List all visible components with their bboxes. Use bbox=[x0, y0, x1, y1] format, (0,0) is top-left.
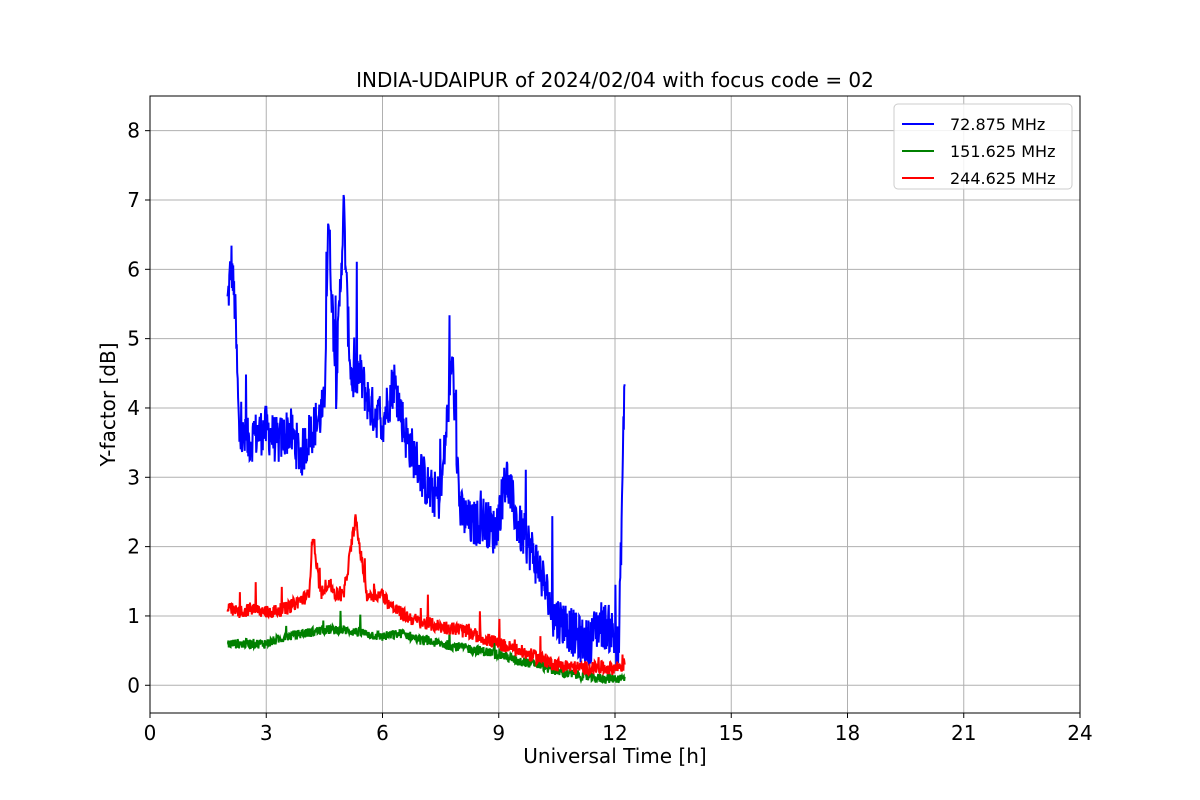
x-tick-label: 3 bbox=[260, 721, 273, 745]
x-tick-label: 12 bbox=[602, 721, 627, 745]
x-tick-label: 6 bbox=[376, 721, 389, 745]
chart-title: INDIA-UDAIPUR of 2024/02/04 with focus c… bbox=[356, 68, 874, 92]
series-layer bbox=[226, 194, 626, 685]
x-tick-label: 15 bbox=[719, 721, 744, 745]
series-line bbox=[226, 514, 626, 677]
x-axis-label: Universal Time [h] bbox=[523, 744, 706, 768]
series-line bbox=[226, 610, 626, 685]
y-tick-label: 8 bbox=[127, 119, 140, 143]
y-tick-label: 2 bbox=[127, 535, 140, 559]
x-tick-label: 0 bbox=[144, 721, 157, 745]
x-tick-label: 24 bbox=[1067, 721, 1092, 745]
series-line bbox=[226, 194, 626, 668]
y-axis-label: Y-factor [dB] bbox=[96, 342, 120, 467]
y-tick-label: 3 bbox=[127, 465, 140, 489]
legend-label: 244.625 MHz bbox=[950, 169, 1055, 188]
legend: 72.875 MHz 151.625 MHz 244.625 MHz bbox=[893, 103, 1073, 190]
y-tick-label: 6 bbox=[127, 257, 140, 281]
legend-label: 72.875 MHz bbox=[950, 115, 1045, 134]
x-tick-label: 21 bbox=[951, 721, 976, 745]
y-tick-label: 1 bbox=[127, 604, 140, 628]
legend-box bbox=[893, 103, 1073, 190]
y-tick-label: 7 bbox=[127, 188, 140, 212]
x-tick-label: 9 bbox=[492, 721, 505, 745]
y-tick-label: 4 bbox=[127, 396, 140, 420]
x-tick-label: 18 bbox=[835, 721, 860, 745]
y-tick-label: 0 bbox=[127, 673, 140, 697]
y-tick-label: 5 bbox=[127, 327, 140, 351]
legend-label: 151.625 MHz bbox=[950, 142, 1055, 161]
